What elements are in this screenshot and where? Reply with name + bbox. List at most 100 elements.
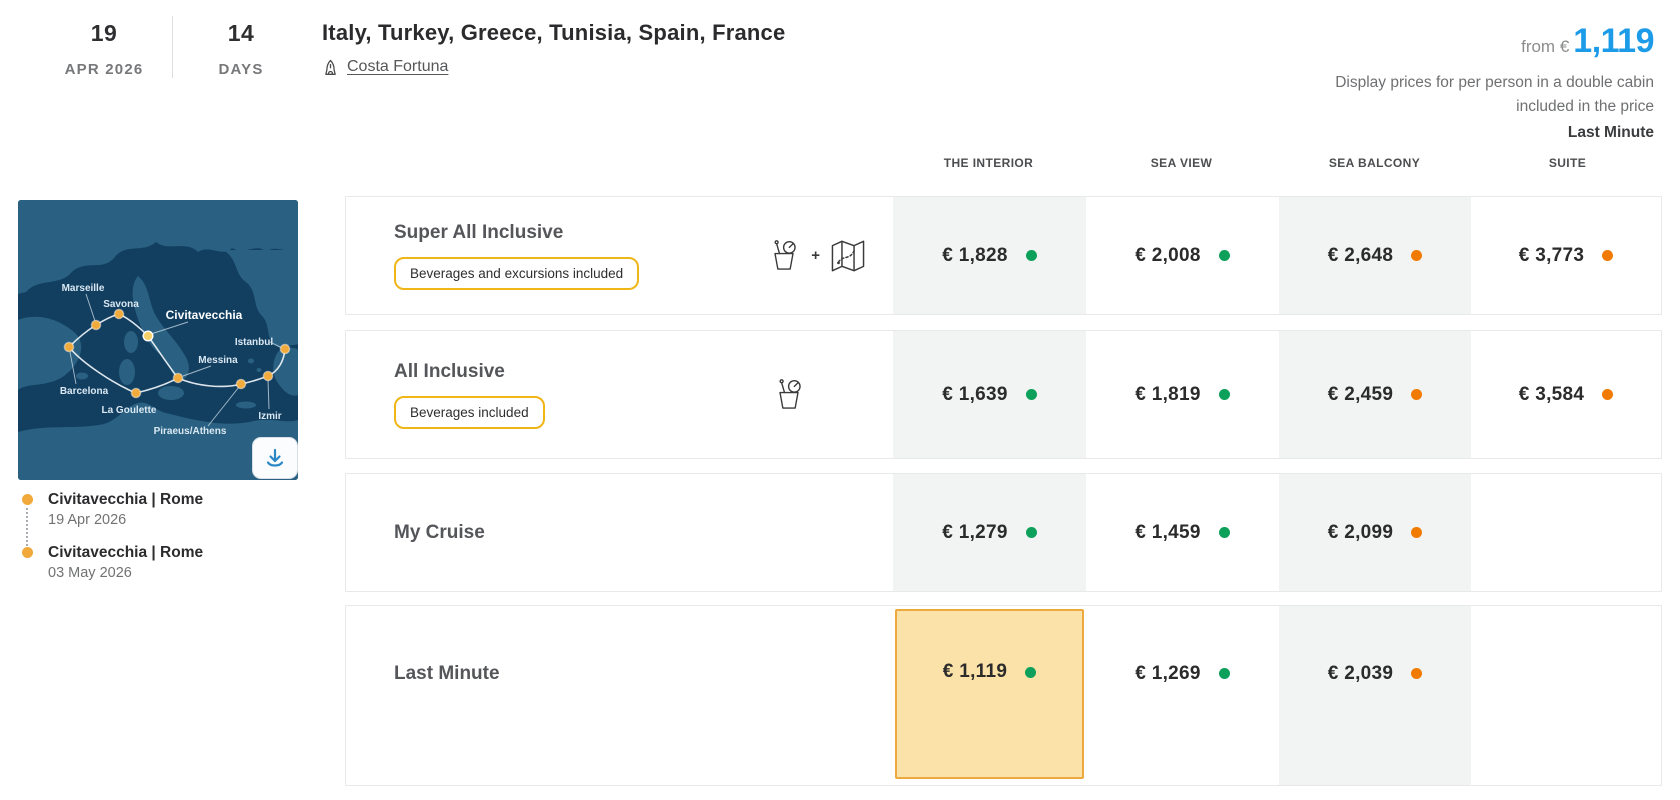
stop-date: 19 Apr 2026 bbox=[48, 512, 127, 528]
availability-dot bbox=[1025, 666, 1037, 678]
availability-dot bbox=[1411, 527, 1423, 538]
from-price-value: 1,119 bbox=[1573, 22, 1654, 60]
availability-dot bbox=[1218, 527, 1230, 538]
availability-dot bbox=[1025, 250, 1037, 261]
itinerary-stop: Civitavecchia | Rome 19 Apr 2026 bbox=[22, 491, 322, 528]
price-cell-interior[interactable]: € 1,279 bbox=[893, 474, 1086, 591]
price-value: € 1,828 bbox=[942, 244, 1008, 266]
departure-date: 19 APR 2026 bbox=[38, 20, 170, 78]
stop-dot bbox=[22, 547, 33, 558]
cabin-column-headers: THE INTERIOR SEA VIEW SEA BALCONY SUITE bbox=[892, 156, 1664, 170]
itinerary-connector bbox=[26, 508, 28, 558]
price-value: € 1,119 bbox=[942, 661, 1008, 682]
price-value: € 3,584 bbox=[1518, 383, 1585, 405]
price-cell-suite[interactable]: € 3,584 bbox=[1471, 331, 1661, 458]
map-port-label: Savona bbox=[103, 299, 139, 310]
availability-dot bbox=[1025, 389, 1037, 400]
availability-dot bbox=[1602, 389, 1614, 400]
map-port-label: Izmir bbox=[258, 411, 281, 422]
price-value: € 2,459 bbox=[1327, 383, 1394, 405]
availability-dot bbox=[1411, 250, 1423, 261]
price-cell-suite-empty bbox=[1471, 474, 1661, 591]
price-cell-sea-view[interactable]: € 1,819 bbox=[1086, 331, 1279, 458]
excursions-map-icon bbox=[829, 238, 867, 274]
column-header-sea-balcony: SEA BALCONY bbox=[1328, 156, 1421, 170]
availability-dot bbox=[1025, 527, 1037, 538]
map-port-label: Barcelona bbox=[60, 386, 109, 397]
stop-name: Civitavecchia | Rome bbox=[48, 491, 204, 508]
price-cell-sea-view[interactable]: € 2,008 bbox=[1086, 197, 1279, 314]
itinerary-stop: Civitavecchia | Rome 03 May 2026 bbox=[22, 544, 322, 581]
availability-dot bbox=[1218, 389, 1230, 400]
price-value: € 3,773 bbox=[1518, 244, 1585, 266]
port-dots bbox=[63, 308, 291, 399]
price-cell-sea-view[interactable]: € 1,459 bbox=[1086, 474, 1279, 591]
route-map: Marseille Savona Civitavecchia Istanbul … bbox=[18, 200, 298, 480]
map-port-label: La Goulette bbox=[101, 405, 156, 416]
duration-unit: DAYS bbox=[218, 61, 264, 78]
fare-name: Super All Inclusive bbox=[394, 221, 564, 243]
fare-badge: Beverages and excursions included bbox=[394, 256, 640, 290]
price-value: € 2,039 bbox=[1327, 662, 1394, 684]
price-cell-sea-balcony[interactable]: € 2,099 bbox=[1279, 474, 1471, 591]
map-port-label: Messina bbox=[198, 355, 238, 366]
price-cell-suite-empty bbox=[1471, 606, 1661, 785]
departure-month-year: APR 2026 bbox=[64, 61, 144, 78]
price-cell-sea-balcony[interactable]: € 2,039 bbox=[1279, 606, 1471, 785]
availability-dot bbox=[1218, 668, 1230, 679]
page-title: Italy, Turkey, Greece, Tunisia, Spain, F… bbox=[322, 20, 786, 45]
price-cell-sea-balcony[interactable]: € 2,648 bbox=[1279, 197, 1471, 314]
fare-name: All Inclusive bbox=[394, 360, 505, 382]
from-price-line: from € 1,119 bbox=[1332, 22, 1654, 61]
price-value: € 1,819 bbox=[1135, 383, 1201, 405]
download-icon bbox=[264, 447, 286, 469]
ship-link[interactable]: Costa Fortuna bbox=[347, 58, 449, 75]
ship-icon bbox=[322, 59, 339, 76]
duration-value: 14 bbox=[227, 20, 255, 46]
price-value: € 1,269 bbox=[1135, 662, 1201, 684]
price-cell-suite[interactable]: € 3,773 bbox=[1471, 197, 1661, 314]
price-value: € 1,459 bbox=[1135, 521, 1201, 543]
price-disclaimer: Display prices for per person in a doubl… bbox=[1335, 74, 1654, 116]
price-cell-sea-balcony[interactable]: € 2,459 bbox=[1279, 331, 1471, 458]
price-cell-interior[interactable]: € 1,828 bbox=[893, 197, 1086, 314]
column-header-sea-view: SEA VIEW bbox=[1150, 156, 1213, 170]
price-value: € 2,648 bbox=[1327, 244, 1394, 266]
availability-dot bbox=[1218, 250, 1230, 261]
price-value: € 2,099 bbox=[1327, 521, 1394, 543]
column-header-interior: THE INTERIOR bbox=[943, 156, 1034, 170]
map-port-label: Marseille bbox=[62, 283, 105, 294]
plus-joiner: + bbox=[811, 247, 820, 264]
stop-date: 03 May 2026 bbox=[48, 565, 132, 581]
cruise-duration: 14 DAYS bbox=[186, 20, 296, 78]
header-divider bbox=[172, 16, 173, 78]
price-cell-sea-view[interactable]: € 1,269 bbox=[1086, 606, 1279, 785]
price-category-label: Last Minute bbox=[1567, 124, 1654, 142]
availability-dot bbox=[1602, 250, 1614, 261]
fare-row-last-minute: Last Minute € 1,119 € 1,269 € 2,039 bbox=[345, 605, 1662, 786]
price-cell-interior-selected: € 1,119 bbox=[893, 606, 1086, 785]
price-cell-interior[interactable]: € 1,639 bbox=[893, 331, 1086, 458]
cocktail-bucket-icon bbox=[766, 236, 802, 276]
fare-name: My Cruise bbox=[394, 521, 485, 543]
price-value: € 1,279 bbox=[942, 521, 1008, 543]
itinerary-list: Civitavecchia | Rome 19 Apr 2026 Civitav… bbox=[22, 491, 322, 597]
column-header-suite: SUITE bbox=[1548, 156, 1587, 170]
fare-name: Last Minute bbox=[394, 662, 500, 684]
fare-row-all-inclusive: All Inclusive Beverages included € 1,639… bbox=[345, 330, 1662, 459]
fare-badge: Beverages included bbox=[394, 395, 545, 429]
availability-dot bbox=[1411, 389, 1423, 400]
selected-price-cell[interactable]: € 1,119 bbox=[895, 609, 1084, 779]
departure-day: 19 bbox=[90, 20, 118, 46]
fare-row-my-cruise: My Cruise € 1,279 € 1,459 € 2,099 bbox=[345, 473, 1662, 592]
map-port-label: Piraeus/Athens bbox=[154, 426, 227, 437]
cocktail-bucket-icon bbox=[771, 375, 807, 415]
fare-row-super-all-inclusive: Super All Inclusive Beverages and excurs… bbox=[345, 196, 1662, 315]
map-port-label-highlighted: Civitavecchia bbox=[166, 308, 243, 322]
price-value: € 2,008 bbox=[1135, 244, 1201, 266]
stop-name: Civitavecchia | Rome bbox=[48, 544, 204, 561]
download-map-button[interactable] bbox=[252, 437, 298, 479]
price-value: € 1,639 bbox=[942, 383, 1008, 405]
from-label: from € bbox=[1521, 37, 1570, 56]
availability-dot bbox=[1411, 668, 1423, 679]
